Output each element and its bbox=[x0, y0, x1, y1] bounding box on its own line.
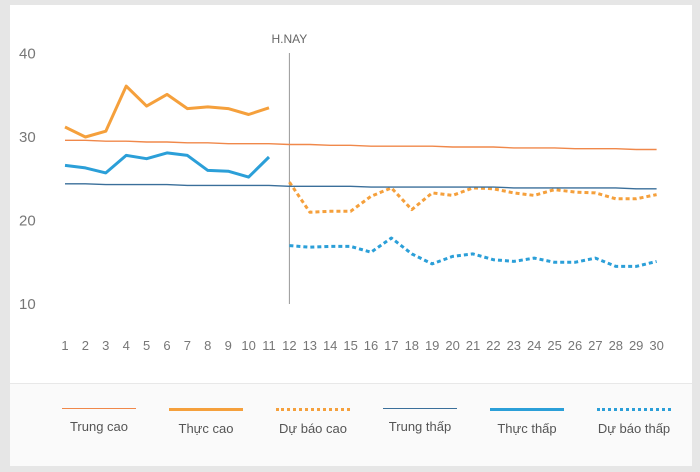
x-tick-label: 15 bbox=[343, 338, 357, 353]
x-tick-label: 11 bbox=[262, 338, 276, 353]
legend-swatch bbox=[276, 408, 350, 411]
x-tick-label: 21 bbox=[466, 338, 480, 353]
y-tick-label: 10 bbox=[19, 296, 36, 313]
legend-swatch bbox=[62, 408, 136, 409]
x-tick-label: 5 bbox=[143, 338, 150, 353]
legend-label: Trung thấp bbox=[388, 419, 452, 434]
x-tick-label: 13 bbox=[303, 338, 317, 353]
x-tick-label: 28 bbox=[609, 338, 623, 353]
x-tick-label: 20 bbox=[445, 338, 459, 353]
x-tick-label: 8 bbox=[204, 338, 211, 353]
chart-legend: Trung cao Thực cao Dự báo cao Trung thấp Thự… bbox=[10, 383, 692, 466]
x-tick-label: 3 bbox=[102, 338, 109, 353]
legend-swatch bbox=[597, 408, 671, 411]
legend-item: Trung thấp bbox=[365, 408, 475, 434]
legend-swatch bbox=[383, 408, 457, 409]
legend-item: Thực thấp bbox=[472, 408, 582, 436]
x-tick-label: 17 bbox=[384, 338, 398, 353]
legend-label: Thực thấp bbox=[497, 421, 557, 436]
y-tick-label: 30 bbox=[19, 129, 36, 146]
series-line-thuc-cao bbox=[64, 84, 270, 139]
legend-label: Trung cao bbox=[69, 419, 129, 434]
x-tick-label: 12 bbox=[282, 338, 296, 353]
x-tick-label: 10 bbox=[241, 338, 255, 353]
x-tick-label: 1 bbox=[61, 338, 68, 353]
series-line-trung-thap bbox=[65, 183, 657, 190]
x-tick-label: 6 bbox=[163, 338, 170, 353]
x-tick-label: 22 bbox=[486, 338, 500, 353]
x-tick-label: 18 bbox=[405, 338, 419, 353]
x-tick-label: 27 bbox=[588, 338, 602, 353]
x-tick-label: 29 bbox=[629, 338, 643, 353]
x-tick-label: 9 bbox=[225, 338, 232, 353]
legend-item: Thực cao bbox=[151, 408, 261, 436]
x-tick-label: 30 bbox=[649, 338, 663, 353]
legend-swatch bbox=[169, 408, 243, 411]
x-tick-label: 24 bbox=[527, 338, 541, 353]
series-line-du-bao-cao bbox=[288, 181, 657, 214]
x-tick-label: 25 bbox=[547, 338, 561, 353]
today-marker-label: H.NAY bbox=[272, 32, 308, 46]
legend-label: Dự báo cao bbox=[279, 421, 347, 436]
x-tick-label: 16 bbox=[364, 338, 378, 353]
y-tick-label: 40 bbox=[19, 46, 36, 63]
legend-swatch bbox=[490, 408, 564, 411]
series-line-trung-cao bbox=[65, 139, 657, 151]
legend-item: Dự báo thấp bbox=[579, 408, 689, 436]
series-line-thuc-thap bbox=[64, 151, 271, 179]
x-tick-label: 14 bbox=[323, 338, 337, 353]
series-line-du-bao-thap bbox=[289, 236, 657, 268]
y-tick-label: 20 bbox=[19, 213, 36, 230]
legend-item: Dự báo cao bbox=[258, 408, 368, 436]
chart-card: 10 20 30 40 1 2 3 4 5 6 7 8 9 10 11 12 13 14 15 16 17 18 19 20 2… bbox=[10, 5, 692, 466]
legend-item: Trung cao bbox=[44, 408, 154, 434]
legend-label: Dự báo thấp bbox=[597, 421, 671, 436]
x-tick-label: 26 bbox=[568, 338, 582, 353]
x-tick-label: 4 bbox=[123, 338, 130, 353]
legend-label: Thực cao bbox=[178, 421, 234, 436]
x-tick-label: 7 bbox=[184, 338, 191, 353]
x-tick-label: 19 bbox=[425, 338, 439, 353]
x-tick-label: 2 bbox=[82, 338, 89, 353]
x-tick-label: 23 bbox=[507, 338, 521, 353]
